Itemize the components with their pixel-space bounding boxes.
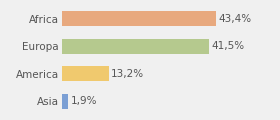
- Text: 41,5%: 41,5%: [211, 41, 244, 51]
- Bar: [62, 94, 68, 109]
- Bar: [62, 11, 216, 26]
- Bar: [62, 39, 209, 54]
- Bar: [62, 66, 109, 81]
- Text: 13,2%: 13,2%: [111, 69, 144, 79]
- Text: 43,4%: 43,4%: [218, 14, 251, 24]
- Text: 1,9%: 1,9%: [71, 96, 97, 106]
